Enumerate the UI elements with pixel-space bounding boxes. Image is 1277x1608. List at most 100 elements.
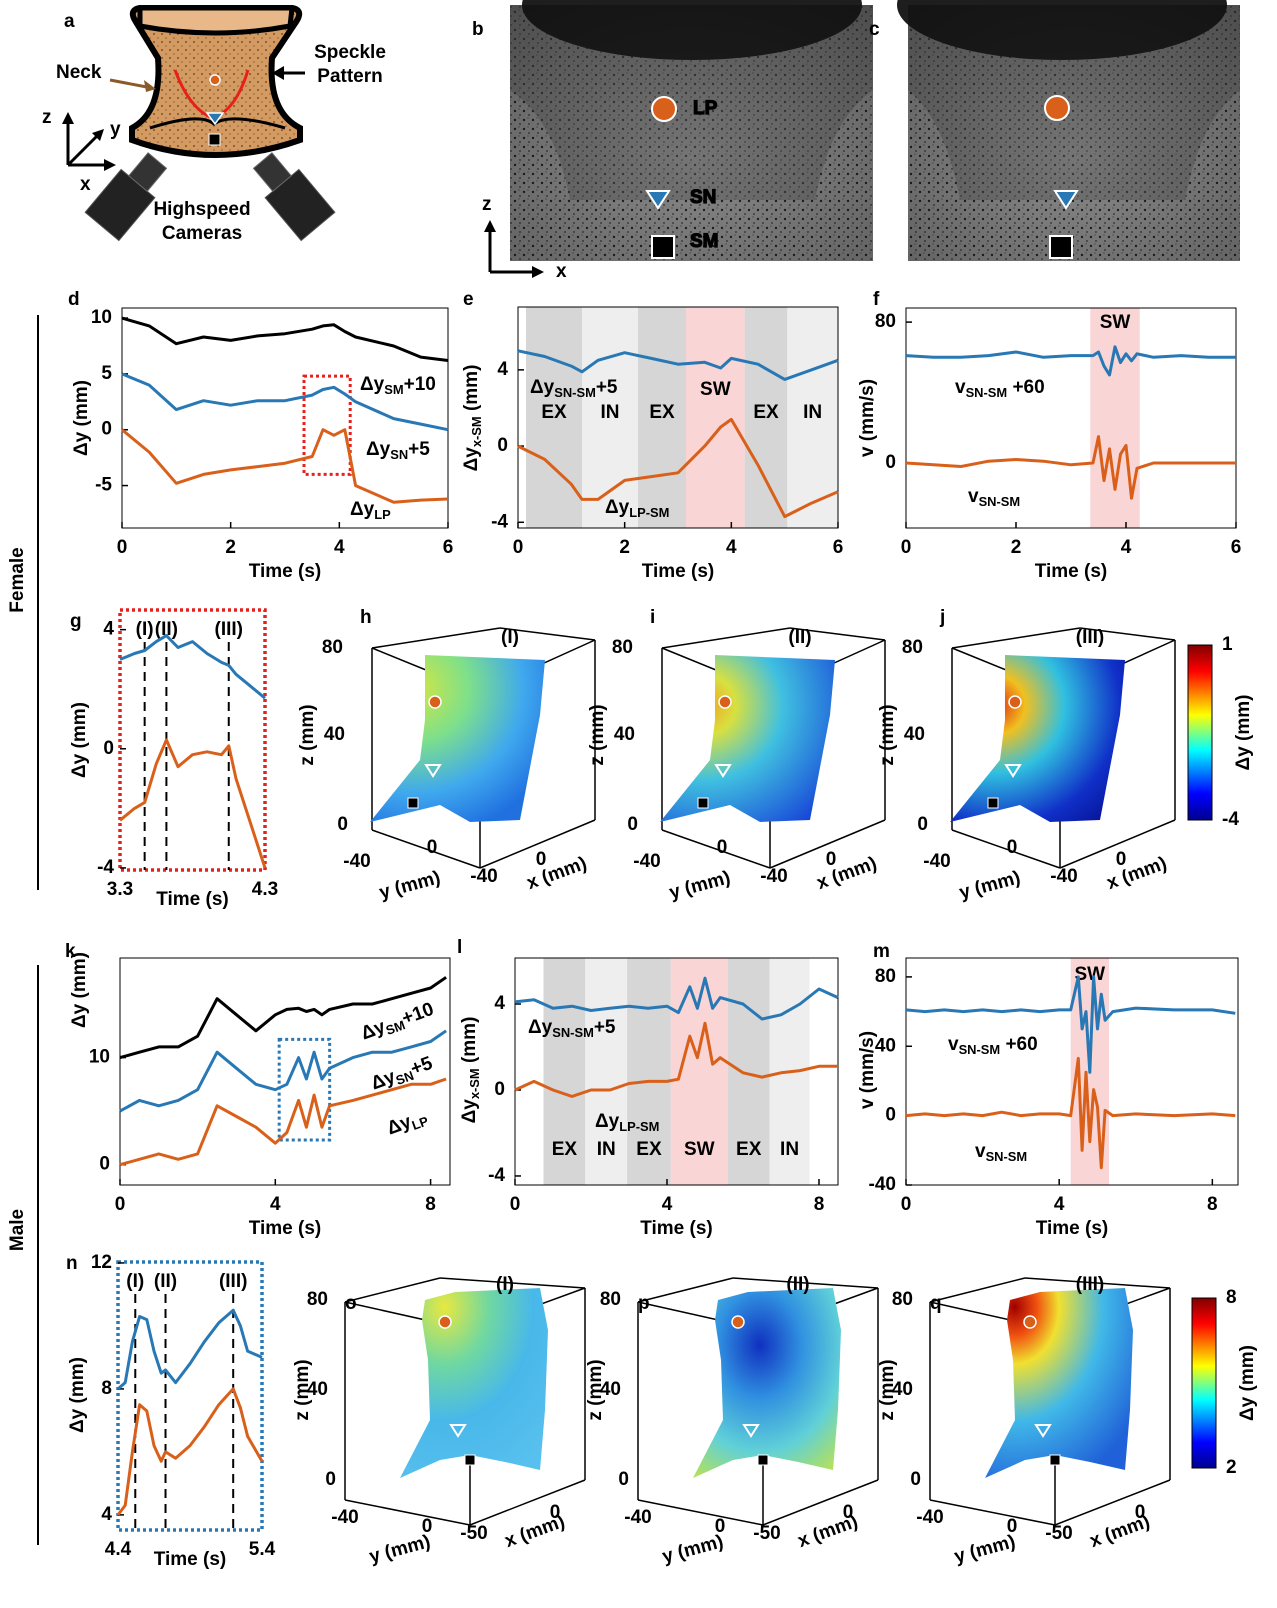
colorbar-max: 1 (1222, 634, 1233, 655)
y-tick-label: 5 (101, 363, 112, 384)
text-part: Δy (384, 1111, 414, 1139)
sm-marker (1049, 1454, 1061, 1466)
text-part: +5 (596, 377, 618, 398)
sn-marker (449, 1424, 467, 1438)
x-axis-label: x (mm) (502, 1511, 568, 1552)
subscript: SN-SM (966, 385, 1008, 400)
subscript: LP-SM (629, 505, 669, 520)
band-label: EX (753, 402, 779, 423)
text-part: v (968, 486, 979, 507)
y-tick-label: 0 (885, 452, 896, 473)
text-part: v (975, 1141, 986, 1162)
lp-marker (718, 695, 732, 709)
x-tick-label: 6 (1231, 537, 1242, 558)
axis-letter: x (80, 174, 91, 195)
y-tick-label: 4 (103, 619, 114, 640)
x-tick-label: 0 (513, 537, 524, 558)
box-edge (929, 1499, 1056, 1526)
plot-frame (905, 957, 1239, 1186)
camera-label: Cameras (162, 223, 242, 244)
camera-lens (128, 152, 168, 192)
plot-frame (905, 307, 1237, 529)
subscript: SN (390, 447, 408, 462)
legend-label: ΔySM+10 (358, 999, 437, 1047)
subscript: SN-SM (554, 385, 596, 400)
panel-letter: i (650, 607, 655, 628)
series-line (517, 349, 839, 381)
box-edge (769, 819, 886, 869)
x-tick-label: 4.4 (105, 1539, 132, 1560)
x-axis-label: Time (s) (249, 561, 322, 582)
legend-label: vSN-SM +60 (948, 1034, 1038, 1057)
y-tick-label: -40 (923, 851, 950, 872)
colorbar-min: 2 (1226, 1457, 1237, 1478)
band-label: EX (649, 402, 675, 423)
colorbar-min: -4 (1222, 809, 1239, 830)
x-tick-label: 0 (1135, 1502, 1146, 1523)
z-tick-label: 40 (904, 724, 925, 745)
legend-label: ΔyLP (384, 1106, 431, 1142)
panel-letter: n (66, 1253, 78, 1274)
legend-label: vSN-SM +60 (955, 377, 1045, 400)
box-edge (661, 829, 771, 869)
z-axis-label: z (mm) (877, 1359, 898, 1420)
axis-letter: y (110, 119, 121, 140)
axis-letter: x (556, 261, 567, 282)
y-tick-label: -4 (488, 1165, 505, 1186)
box-edge (637, 1499, 764, 1526)
box-edge (469, 1479, 586, 1526)
panel-letter: f (873, 289, 880, 310)
y-tick-label: 10 (89, 1047, 110, 1068)
subscript: SN-SM (959, 1042, 1001, 1057)
stage-label: (I) (501, 627, 519, 648)
photo-b (510, 0, 873, 261)
text-part: v (mm/s) (857, 379, 878, 457)
y-tick-label: 0 (103, 738, 114, 759)
x-tick-label: 0 (510, 1194, 521, 1215)
z-tick-label: 0 (627, 814, 638, 835)
legend-label: vSN-SM (975, 1141, 1027, 1164)
series-line (905, 345, 1236, 377)
y-tick-label: 40 (875, 1035, 896, 1056)
panel-letter: l (457, 937, 462, 958)
x-axis-label: x (mm) (814, 853, 880, 894)
legend-label: ΔyLP-SM (605, 497, 669, 520)
text-part: +60 (1000, 1034, 1038, 1055)
subscript: SN-SM (986, 1149, 1028, 1164)
text-part: v (mm/s) (857, 1031, 878, 1109)
y-axis-label: Δyx-SM (mm) (461, 365, 484, 472)
z-axis-label: z (mm) (877, 704, 898, 765)
text-part: +60 (1007, 377, 1045, 398)
z-tick-label: 40 (324, 724, 345, 745)
sm-marker (697, 797, 709, 809)
y-axis-label: y (mm) (377, 867, 443, 903)
axes-arrows (66, 118, 110, 167)
z-tick-label: 0 (917, 814, 928, 835)
x-tick-label: 4 (334, 537, 345, 558)
lp-label: LP (693, 98, 718, 119)
text-part: +10 (399, 999, 436, 1030)
y-tick-label: -4 (97, 857, 114, 878)
x-tick-label: -40 (760, 866, 787, 887)
text-part: Δy (530, 377, 555, 398)
lp-marker (1023, 1315, 1037, 1329)
axes-arrows (488, 228, 536, 274)
x-axis-label: Time (s) (640, 1218, 713, 1239)
arrow-head (144, 80, 156, 92)
box-edge (951, 627, 1081, 649)
highlight-box (302, 374, 352, 476)
camera-label: Highspeed (153, 199, 250, 220)
text-part: Δy (mm) (67, 1357, 88, 1433)
x-tick-label: 0 (1116, 849, 1127, 870)
series-line (121, 316, 449, 362)
subscript: LP (374, 507, 391, 522)
sn-marker (645, 190, 671, 210)
y-axis-label: Δy (mm) (69, 702, 90, 778)
box-edge (1059, 819, 1176, 869)
y-tick-label: 0 (494, 1079, 505, 1100)
sm-label: SM (690, 231, 719, 252)
y-axis-label: y (mm) (367, 1531, 433, 1567)
x-tick-label: 4 (726, 537, 737, 558)
panel-letter: a (64, 11, 75, 32)
plot-frame (121, 307, 449, 529)
